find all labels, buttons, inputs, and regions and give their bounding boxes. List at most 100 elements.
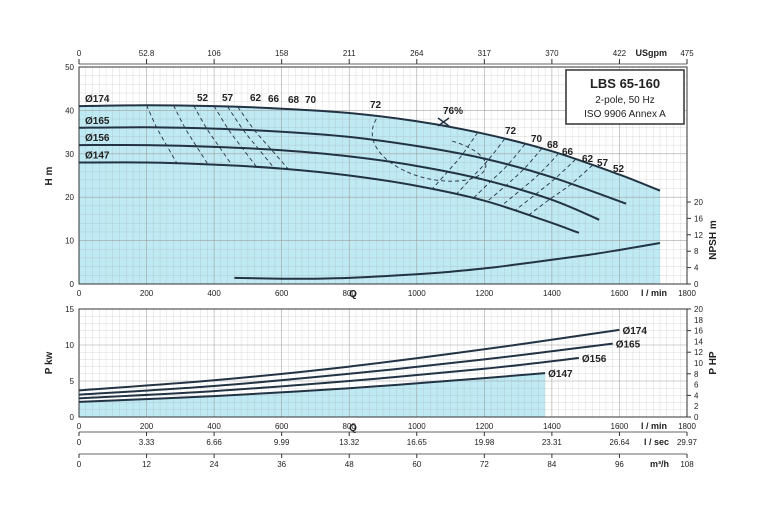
head-y-tick-label: 40 bbox=[65, 106, 74, 115]
efficiency-label: 66 bbox=[562, 147, 574, 158]
usgpm-tick-label: 422 bbox=[613, 49, 627, 58]
power-area-fill bbox=[79, 373, 546, 417]
flow-axis-tick-label: 36 bbox=[277, 460, 286, 469]
flow-axis-tick-label: 12 bbox=[142, 460, 151, 469]
usgpm-tick-label: 211 bbox=[343, 49, 356, 58]
power-plot-frame bbox=[78, 308, 688, 418]
flow-axis-unit-label: m³/h bbox=[650, 459, 669, 469]
hp-tick-label: 20 bbox=[694, 305, 703, 314]
efficiency-label: 52 bbox=[613, 164, 625, 175]
usgpm-tick-label: 317 bbox=[478, 49, 492, 58]
impeller-diameter-label: Ø147 bbox=[85, 150, 110, 161]
power-curve bbox=[78, 342, 613, 396]
npsh-tick-label: 20 bbox=[694, 198, 703, 207]
npsh-axis-label: NPSH m bbox=[708, 220, 719, 260]
usgpm-tick-label: 52.8 bbox=[139, 49, 155, 58]
head-x-unit-label: l / min bbox=[641, 288, 667, 298]
head-x-tick-label: 1000 bbox=[408, 289, 426, 298]
flow-axis-unit-label: l / sec bbox=[644, 437, 669, 447]
flow-axis-tick-label: 3.33 bbox=[139, 438, 155, 447]
head-curve bbox=[78, 126, 627, 205]
npsh-curve bbox=[234, 242, 661, 280]
efficiency-isoline bbox=[213, 105, 258, 168]
power-curve bbox=[78, 372, 546, 403]
flow-axis-tick-label: 19.98 bbox=[474, 438, 495, 447]
extra-axes: 0 3.33 6.66 9.99 13.32 16.65 19.98 23.31 26.64 29… bbox=[77, 431, 698, 469]
npsh-tick-label: 16 bbox=[694, 214, 703, 223]
usgpm-tick-label: 370 bbox=[545, 49, 559, 58]
flow-axis-tick-label: 29.97 bbox=[677, 438, 698, 447]
efficiency-label: 70 bbox=[305, 95, 317, 106]
head-x-axis-label: Q bbox=[349, 289, 357, 300]
title-box: LBS 65-160 2-pole, 50 Hz ISO 9906 Annex … bbox=[565, 69, 685, 125]
best-efficiency-label: 76% bbox=[443, 106, 463, 117]
hp-axis-label: P HP bbox=[708, 351, 719, 374]
efficiency-isoline bbox=[173, 105, 209, 165]
flow-axis-tick-label: 13.32 bbox=[339, 438, 360, 447]
flow-axis-tick-label: 23.31 bbox=[542, 438, 563, 447]
model-standard-line: ISO 9906 Annex A bbox=[584, 109, 666, 120]
efficiency-isoline bbox=[431, 132, 478, 190]
flow-axis-tick-label: 0 bbox=[77, 460, 82, 469]
power-y-tick-label: 0 bbox=[70, 413, 75, 422]
efficiency-isoline bbox=[472, 144, 526, 199]
flow-axis-tick-label: 72 bbox=[480, 460, 489, 469]
efficiency-label: 72 bbox=[370, 100, 382, 111]
npsh-tick-label: 4 bbox=[694, 264, 699, 273]
head-x-tick-label: 200 bbox=[140, 289, 154, 298]
flow-axis-tick-label: 60 bbox=[412, 460, 421, 469]
power-y-tick-label: 10 bbox=[65, 341, 74, 350]
hp-tick-label: 18 bbox=[694, 316, 703, 325]
power-y-tick-label: 5 bbox=[70, 377, 75, 386]
usgpm-tick-label: 475 bbox=[680, 49, 694, 58]
power-x-tick-label: 400 bbox=[207, 422, 221, 431]
power-x-axis-label: Q bbox=[349, 423, 357, 434]
head-plot-frame bbox=[78, 66, 688, 285]
npsh-tick-label: 12 bbox=[694, 231, 703, 240]
head-x-tick-label: 1600 bbox=[611, 289, 629, 298]
efficiency-label: 68 bbox=[547, 140, 559, 151]
head-y-tick-label: 10 bbox=[65, 237, 74, 246]
head-y-tick-label: 20 bbox=[65, 193, 74, 202]
efficiency-label: 62 bbox=[582, 154, 594, 165]
power-x-tick-label: 1000 bbox=[408, 422, 426, 431]
impeller-diameter-label: Ø165 bbox=[85, 116, 110, 127]
power-curve-label: Ø156 bbox=[582, 354, 607, 365]
head-y-tick-label: 30 bbox=[65, 150, 74, 159]
usgpm-tick-label: 264 bbox=[410, 49, 424, 58]
power-x-tick-label: 200 bbox=[140, 422, 154, 431]
power-curve bbox=[78, 357, 580, 400]
head-curve bbox=[78, 104, 661, 192]
efficiency-label: 70 bbox=[531, 134, 543, 145]
flow-axis-tick-label: 0 bbox=[77, 438, 82, 447]
flow-axis-tick-label: 84 bbox=[547, 460, 556, 469]
head-curve bbox=[78, 143, 600, 221]
usgpm-tick-label: 106 bbox=[207, 49, 221, 58]
power-curve-label: Ø174 bbox=[622, 326, 647, 337]
usgpm-tick-label: 0 bbox=[77, 49, 82, 58]
efficiency-loop bbox=[371, 118, 487, 182]
hp-tick-label: 16 bbox=[694, 327, 703, 336]
power-curve-label: Ø147 bbox=[548, 369, 573, 380]
flow-axis-tick-label: 96 bbox=[615, 460, 624, 469]
usgpm-unit-label: USgpm bbox=[636, 48, 668, 58]
power-x-tick-label: 600 bbox=[275, 422, 289, 431]
efficiency-isoline bbox=[486, 148, 543, 202]
flow-axis-tick-label: 48 bbox=[345, 460, 354, 469]
flow-axis-tick-label: 16.65 bbox=[407, 438, 428, 447]
best-efficiency-marker bbox=[437, 117, 450, 127]
power-x-tick-label: 1400 bbox=[543, 422, 561, 431]
usgpm-tick-label: 158 bbox=[275, 49, 289, 58]
head-x-tick-label: 800 bbox=[343, 289, 357, 298]
impeller-diameter-label: Ø156 bbox=[85, 133, 110, 144]
head-x-tick-label: 1200 bbox=[475, 289, 493, 298]
power-x-unit-label: l / min bbox=[641, 421, 667, 431]
head-y-tick-label: 0 bbox=[70, 280, 75, 289]
efficiency-isoline bbox=[227, 106, 275, 169]
head-x-tick-label: 400 bbox=[207, 289, 221, 298]
hp-tick-label: 8 bbox=[694, 370, 699, 379]
flow-axis-tick-label: 108 bbox=[680, 460, 694, 469]
power-x-tick-label: 1600 bbox=[611, 422, 629, 431]
hp-tick-label: 12 bbox=[694, 348, 703, 357]
